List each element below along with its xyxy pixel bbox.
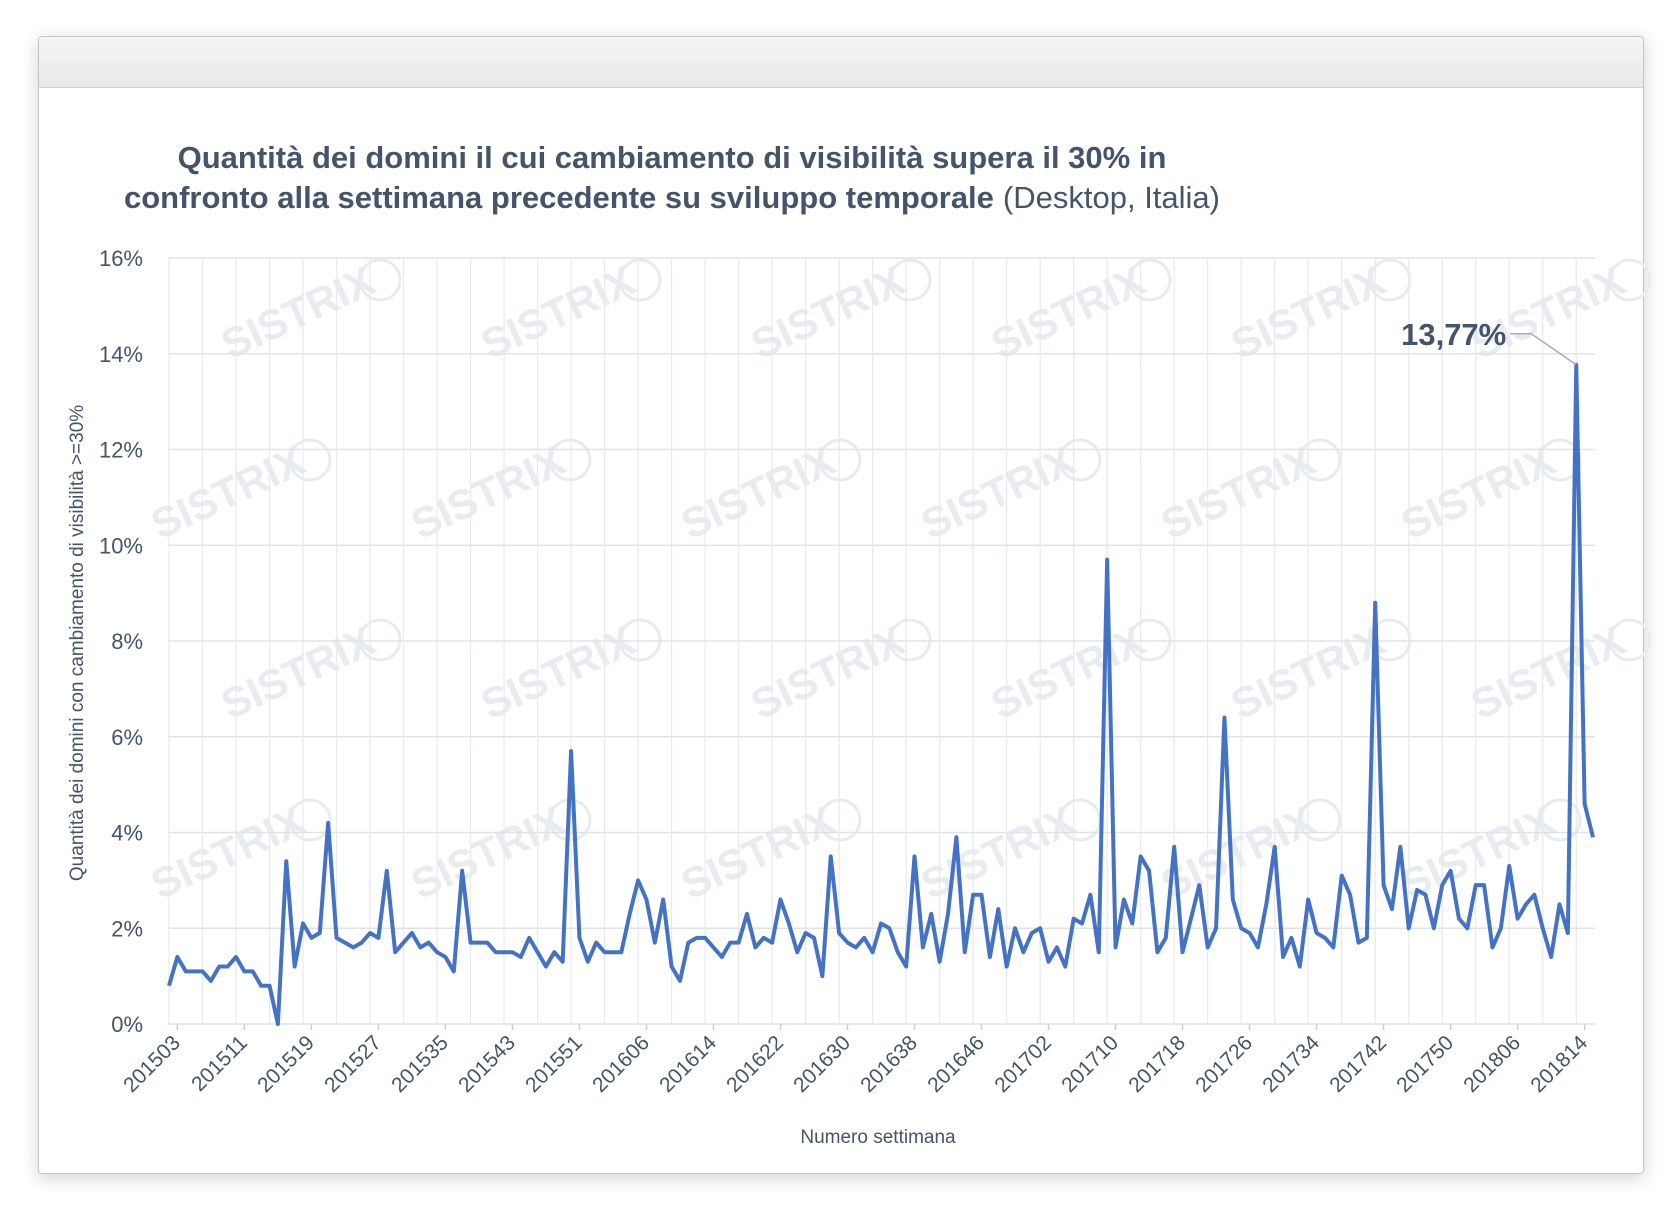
x-tick-label: 201519 [253,1031,319,1097]
y-tick-label: 0% [111,1012,143,1037]
chart-title-line-1: Quantità dei domini il cui cambiamento d… [178,140,1167,175]
x-tick-label: 201726 [1191,1031,1257,1097]
x-tick-label: 201606 [588,1031,654,1097]
x-axis-ticks: 201503 201511 201519 201527 201535 201543 2015… [119,1024,1592,1097]
x-tick-label: 201630 [789,1031,855,1097]
series-line [167,362,1595,1026]
watermark-magnifier-icon [1128,618,1172,662]
watermark-text: SISTRIX [214,617,382,729]
watermark-text: SISTRIX [744,617,912,729]
watermark-text: SISTRIX [474,257,642,369]
watermark-text: SISTRIX [674,437,842,549]
watermark-text: SISTRIX [1394,437,1562,549]
watermark-magnifier-icon [288,438,332,482]
y-tick-label: 2% [111,916,143,941]
watermark-magnifier-icon [1058,438,1102,482]
x-tick-label: 201543 [454,1031,520,1097]
watermark-magnifier-icon [1608,258,1652,302]
x-tick-label: 201734 [1258,1031,1324,1097]
watermark-magnifier-icon [1368,618,1412,662]
x-tick-label: 201806 [1459,1031,1525,1097]
watermark-text: SISTRIX [1464,617,1632,729]
annotation-label: 13,77% [1401,317,1506,352]
annotation-leader-line [1510,333,1577,366]
watermark-magnifier-icon [1368,258,1412,302]
y-axis-label: Quantità dei domini con cambiamento di v… [67,405,88,881]
x-tick-label: 201527 [320,1031,386,1097]
x-axis-label: Numero settimana [800,1127,956,1148]
x-tick-label: 201503 [119,1031,185,1097]
watermark-magnifier-icon [288,798,332,842]
watermark-magnifier-icon [548,438,592,482]
x-tick-label: 201638 [856,1031,922,1097]
watermark-magnifier-icon [818,798,862,842]
watermark-magnifier-icon [618,618,662,662]
watermark-magnifier-icon [1538,798,1582,842]
x-tick-label: 201511 [187,1031,252,1096]
y-tick-label: 14% [99,342,143,367]
watermark-text: SISTRIX [984,617,1152,729]
x-tick-label: 201750 [1392,1031,1458,1097]
x-tick-label: 201702 [990,1031,1056,1097]
x-tick-label: 201614 [655,1031,721,1097]
chart-title-suffix: (Desktop, Italia) [1003,180,1220,215]
x-tick-label: 201742 [1325,1031,1391,1097]
chart-title-line-2: confronto alla settimana precedente su s… [124,180,1220,215]
watermark-text: SISTRIX [474,617,642,729]
watermark-text: SISTRIX [404,437,572,549]
watermark-magnifier-icon [888,618,932,662]
watermark-text: SISTRIX [674,797,842,909]
y-tick-label: 16% [99,246,143,271]
watermark-magnifier-icon [1128,258,1172,302]
watermark-magnifier-icon [1608,618,1652,662]
watermark-text: SISTRIX [214,257,382,369]
x-tick-label: 201622 [722,1031,788,1097]
x-tick-label: 201814 [1526,1031,1592,1097]
chart-grid [168,257,1595,1025]
y-tick-label: 12% [99,438,143,463]
watermark-magnifier-icon [888,258,932,302]
watermark-magnifier-icon [1298,438,1342,482]
x-tick-label: 201551 [521,1031,587,1097]
watermark-magnifier-icon [818,438,862,482]
watermark-text: SISTRIX [404,797,572,909]
y-tick-label: 10% [99,533,143,558]
watermark-magnifier-icon [358,258,402,302]
watermark-magnifier-icon [618,258,662,302]
y-tick-label: 8% [111,629,143,654]
series-layer [167,362,1595,1026]
watermark-text: SISTRIX [1154,437,1322,549]
watermark-magnifier-icon [1298,798,1342,842]
y-tick-label: 4% [111,821,143,846]
watermark-magnifier-icon [358,618,402,662]
watermark-text: SISTRIX [984,257,1152,369]
window-titlebar [39,37,1643,88]
peak-annotation: 13,77% [1401,317,1577,366]
y-axis-ticks: 0% 2% 4% 6% 8% 10% 12% 14% 16% [99,246,143,1037]
x-tick-label: 201710 [1057,1031,1123,1097]
chart-title-main: confronto alla settimana precedente su s… [124,180,994,215]
x-tick-label: 201646 [923,1031,989,1097]
x-tick-label: 201718 [1124,1031,1190,1097]
watermark-text: SISTRIX [744,257,912,369]
y-tick-label: 6% [111,725,143,750]
x-tick-label: 201535 [387,1031,453,1097]
